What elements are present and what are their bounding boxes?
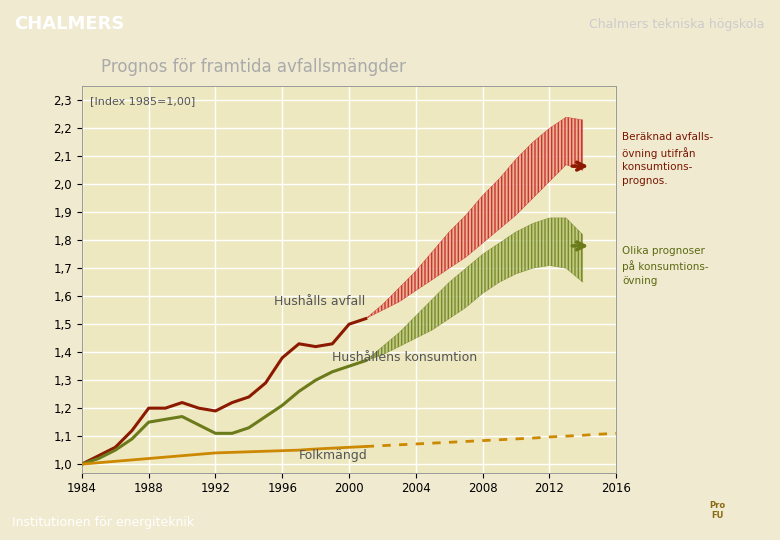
Text: Prognos för framtida avfallsmängder: Prognos för framtida avfallsmängder	[101, 58, 406, 76]
Text: Chalmers tekniska högskola: Chalmers tekniska högskola	[589, 18, 764, 31]
Text: Folkmängd: Folkmängd	[299, 449, 367, 462]
Text: CHALMERS: CHALMERS	[14, 16, 125, 33]
Text: Institutionen för energiteknik: Institutionen för energiteknik	[12, 516, 193, 529]
Text: Hushålls avfall: Hushålls avfall	[274, 295, 365, 308]
Text: Hushållens konsumtion: Hushållens konsumtion	[332, 350, 477, 363]
Text: Pro
FU: Pro FU	[710, 501, 725, 520]
Text: Beräknad avfalls-
övning utifrån
konsumtions-
prognos.: Beräknad avfalls- övning utifrån konsumt…	[622, 132, 714, 186]
Text: [Index 1985=1,00]: [Index 1985=1,00]	[90, 96, 195, 106]
Text: Olika prognoser
på konsumtions-
övning: Olika prognoser på konsumtions- övning	[622, 246, 709, 286]
